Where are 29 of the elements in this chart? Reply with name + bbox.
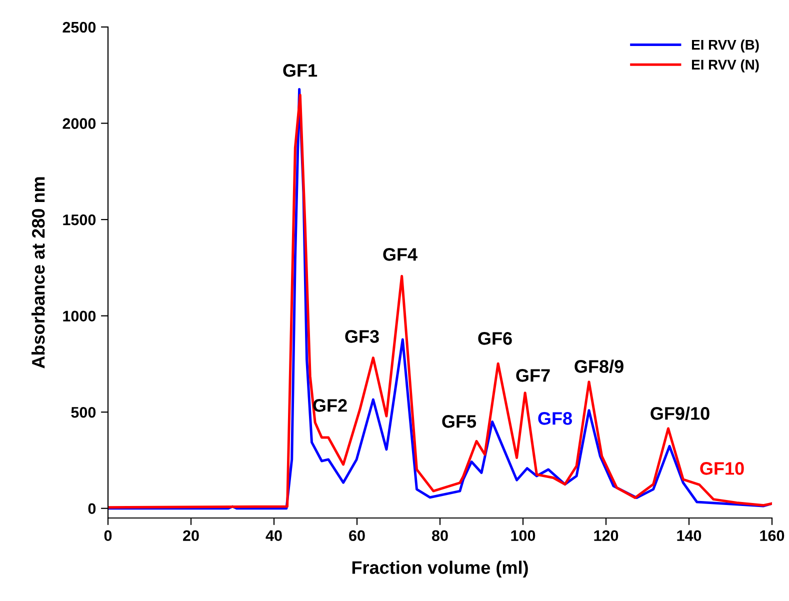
x-tick-label: 0 <box>104 530 112 542</box>
y-tick-label: 1500 <box>63 214 96 226</box>
x-tick-label: 80 <box>432 530 448 542</box>
annotation: GF8 <box>538 412 572 425</box>
x-tick-label: 60 <box>349 530 365 542</box>
annotation: GF3 <box>345 330 379 343</box>
x-tick-label: 100 <box>511 530 536 542</box>
annotation: GF9/10 <box>650 406 710 420</box>
y-tick-label: 500 <box>71 406 96 418</box>
x-tick-label: 160 <box>760 530 784 542</box>
annotation: GF5 <box>442 415 476 428</box>
annotation: GF4 <box>383 248 418 261</box>
x-tick-label: 20 <box>183 530 199 542</box>
x-tick-label: 140 <box>677 530 702 542</box>
legend-label: EI RVV (B) <box>692 40 759 52</box>
legend-label: EI RVV (N) <box>692 59 759 72</box>
annotation: GF6 <box>478 332 512 345</box>
annotation: GF10 <box>700 462 744 475</box>
x-tick-label: 40 <box>266 530 282 542</box>
x-axis-title: Fraction volume (ml) <box>352 560 528 578</box>
x-tick-label: 120 <box>594 530 618 542</box>
y-tick-label: 0 <box>88 503 96 514</box>
y-tick-label: 1000 <box>63 310 96 322</box>
y-tick-label: 2000 <box>62 118 96 129</box>
annotation: GF8/9 <box>574 360 624 374</box>
y-axis-title: Absorbance at 280 nm <box>31 177 45 368</box>
y-tick-label: 2500 <box>62 22 96 33</box>
annotation: GF7 <box>516 369 550 382</box>
annotation: GF1 <box>283 64 318 77</box>
